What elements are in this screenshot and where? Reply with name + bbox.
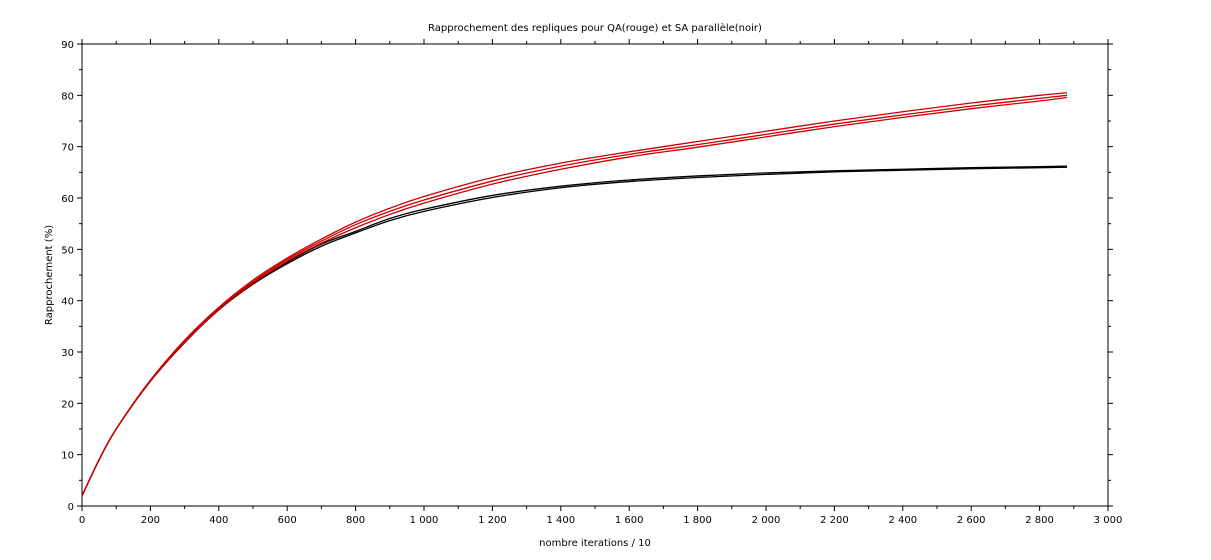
y-tick-label: 20 — [61, 399, 74, 410]
x-tick-label: 1 800 — [683, 515, 712, 526]
x-tick-label: 1 400 — [546, 515, 575, 526]
x-tick-label: 600 — [278, 515, 297, 526]
x-tick-label: 2 400 — [888, 515, 917, 526]
y-tick-label: 90 — [61, 40, 74, 51]
series-layer — [81, 92, 1068, 497]
y-tick-label: 0 — [68, 502, 74, 513]
x-tick-label: 1 000 — [410, 515, 439, 526]
y-axis: 0 10 20 30 40 50 60 70 80 90 — [61, 40, 1113, 513]
x-axis-label: nombre iterations / 10 — [539, 538, 651, 549]
series-line-red — [81, 96, 1068, 497]
x-tick-label: 3 000 — [1094, 515, 1123, 526]
y-tick-label: 60 — [61, 194, 74, 205]
series-line-red — [81, 94, 1068, 497]
x-tick-label: 800 — [346, 515, 365, 526]
plot-frame — [81, 43, 1109, 507]
x-tick-label: 2 800 — [1025, 515, 1054, 526]
x-tick-label: 2 000 — [752, 515, 781, 526]
y-tick-label: 50 — [61, 245, 74, 256]
x-tick-label: 1 200 — [478, 515, 507, 526]
y-tick-label: 80 — [61, 91, 74, 102]
y-tick-label: 10 — [61, 451, 74, 462]
x-tick-label: 400 — [209, 515, 228, 526]
x-tick-label: 2 600 — [957, 515, 986, 526]
series-line-black — [81, 165, 1067, 497]
x-tick-label: 2 200 — [820, 515, 849, 526]
chart-title: Rapprochement des repliques pour QA(roug… — [428, 22, 762, 34]
y-axis-label: Rapprochement (%) — [44, 225, 55, 325]
series-line-black — [81, 166, 1067, 497]
x-tick-label: 200 — [141, 515, 160, 526]
x-axis: 0 200 400 600 800 1 000 1 200 1 400 1 600 1 800 2 … — [79, 39, 1123, 526]
y-tick-label: 30 — [61, 348, 74, 359]
y-tick-label: 40 — [61, 297, 74, 308]
series-line-red — [81, 92, 1068, 497]
x-tick-label: 1 600 — [615, 515, 644, 526]
y-tick-label: 70 — [61, 143, 74, 154]
x-tick-label: 0 — [79, 515, 85, 526]
